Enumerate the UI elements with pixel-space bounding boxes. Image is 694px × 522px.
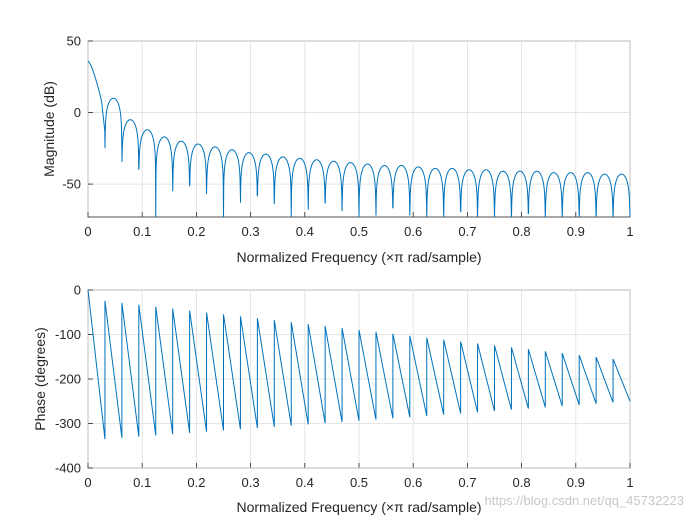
phase-x-tick-label: 1 — [626, 475, 633, 490]
phase-y-axis-label: Phase (degrees) — [32, 327, 48, 431]
phase-y-tick-label: -400 — [55, 461, 81, 476]
phase-x-tick-label: 0.4 — [296, 475, 314, 490]
magnitude-x-tick-label: 0.9 — [567, 224, 585, 239]
phase-axes: 0 0.1 0.2 0.3 0.4 0.5 0.6 0.7 0.8 0.9 1 0 -100 -200 -… — [32, 283, 634, 516]
magnitude-y-tick-label: 0 — [74, 105, 81, 120]
phase-y-tick-label: -200 — [55, 372, 81, 387]
magnitude-x-tick-label: 0.7 — [458, 224, 476, 239]
phase-x-tick-label: 0 — [84, 475, 91, 490]
magnitude-grid — [87, 40, 631, 217]
phase-x-axis-label: Normalized Frequency (×π rad/sample) — [236, 499, 481, 515]
phase-y-tick-label: -100 — [55, 327, 81, 342]
phase-x-tick-label: 0.8 — [513, 475, 531, 490]
magnitude-x-axis-label: Normalized Frequency (×π rad/sample) — [236, 249, 481, 265]
magnitude-x-tick-label: 1 — [626, 224, 633, 239]
magnitude-x-tick-label: 0.6 — [404, 224, 422, 239]
phase-x-tick-labels: 0 0.1 0.2 0.3 0.4 0.5 0.6 0.7 0.8 0.9 1 — [84, 475, 633, 490]
phase-response-line — [87, 289, 631, 440]
magnitude-x-tick-label: 0.3 — [242, 224, 260, 239]
magnitude-y-tick-labels: 50 0 -50 — [62, 34, 81, 192]
magnitude-x-tick-label: 0.2 — [187, 224, 205, 239]
magnitude-y-tick-label: 50 — [67, 34, 81, 49]
magnitude-x-tick-label: 0.5 — [350, 224, 368, 239]
phase-x-tick-label: 0.7 — [458, 475, 476, 490]
magnitude-y-axis-label: Magnitude (dB) — [41, 81, 57, 177]
magnitude-axes: 0 0.1 0.2 0.3 0.4 0.5 0.6 0.7 0.8 0.9 1 50 0 -50 Nor… — [41, 34, 634, 266]
magnitude-x-tick-labels: 0 0.1 0.2 0.3 0.4 0.5 0.6 0.7 0.8 0.9 1 — [84, 224, 633, 239]
phase-x-tick-label: 0.3 — [242, 475, 260, 490]
magnitude-x-tick-label: 0 — [84, 224, 91, 239]
magnitude-response-line — [88, 61, 630, 217]
phase-y-tick-label: -300 — [55, 416, 81, 431]
phase-x-tick-label: 0.2 — [187, 475, 205, 490]
phase-x-tick-label: 0.1 — [133, 475, 151, 490]
magnitude-x-tick-label: 0.8 — [513, 224, 531, 239]
phase-x-tick-label: 0.6 — [404, 475, 422, 490]
phase-x-tick-label: 0.9 — [567, 475, 585, 490]
phase-y-tick-label: 0 — [74, 283, 81, 298]
phase-y-tick-labels: 0 -100 -200 -300 -400 — [55, 283, 81, 476]
magnitude-y-tick-label: -50 — [62, 177, 81, 192]
magnitude-x-tick-label: 0.4 — [296, 224, 314, 239]
watermark: https://blog.csdn.net/qq_45732223 — [485, 493, 685, 508]
magnitude-x-tick-label: 0.1 — [133, 224, 151, 239]
phase-x-tick-label: 0.5 — [350, 475, 368, 490]
